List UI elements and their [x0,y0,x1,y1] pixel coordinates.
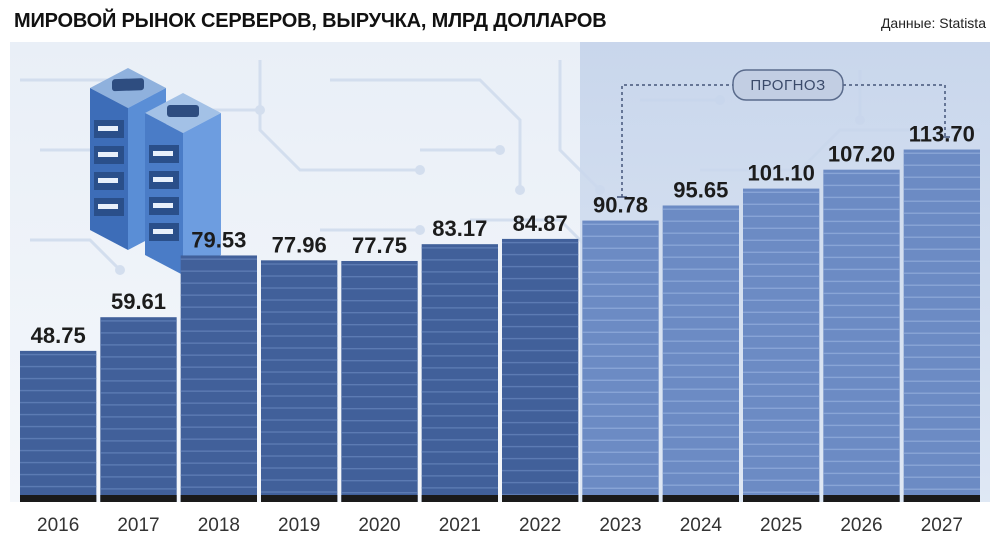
value-label-2021: 83.17 [432,216,487,241]
category-label-2022: 2022 [519,515,561,536]
value-label-2025: 101.10 [748,161,815,186]
forecast-bracket-ticks [617,136,950,198]
value-label-2022: 84.87 [513,211,568,236]
bar-2016 [20,350,97,502]
category-label-2024: 2024 [680,515,723,536]
bar-2026 [823,169,900,502]
category-label-2017: 2017 [117,515,159,536]
value-labels-group: 48.75 59.61 79.53 77.96 77.75 83.17 84.87 90.78… [31,122,975,348]
chart-title: МИРОВОЙ РЫНОК СЕРВЕРОВ, ВЫРУЧКА, МЛРД ДО… [14,10,607,32]
value-label-2023: 90.78 [593,193,648,218]
category-label-2026: 2026 [840,515,882,536]
bar-chart: ПРОГНОЗ 48.75 59.61 79.53 77.96 77.75 83.17 84… [10,42,990,536]
bar-2023 [582,220,659,502]
bar-2024 [662,205,739,503]
bar-2019 [261,260,338,502]
value-label-2017: 59.61 [111,289,166,314]
chart-area: ПРОГНОЗ 48.75 59.61 79.53 77.96 77.75 83.17 84… [0,40,1000,552]
value-label-2020: 77.75 [352,233,407,258]
category-label-2023: 2023 [599,515,641,536]
value-label-2019: 77.96 [272,232,327,257]
server-rack-icon [90,68,221,275]
value-label-2026: 107.20 [828,142,895,167]
category-label-2016: 2016 [37,515,79,536]
bar-2027 [903,149,980,502]
bars-group [20,149,980,503]
source-note: Данные: Statista [880,15,986,31]
category-label-2020: 2020 [358,515,400,536]
bar-2018 [180,255,257,502]
category-label-2018: 2018 [198,515,240,536]
value-label-2027: 113.70 [909,122,975,147]
value-label-2018: 79.53 [191,227,246,252]
category-label-2027: 2027 [921,515,963,536]
forecast-label: ПРОГНОЗ [750,77,825,94]
category-label-2019: 2019 [278,515,320,536]
value-label-2016: 48.75 [31,323,86,348]
bar-2021 [421,244,498,502]
bar-2022 [502,238,579,502]
category-labels-group: 2016 2017 2018 2019 2020 2021 2022 2023 2024 2025… [37,515,963,536]
bar-2020 [341,260,418,502]
bar-2025 [743,188,820,502]
bar-2017 [100,317,177,502]
forecast-bracket [621,84,946,197]
category-label-2021: 2021 [439,515,481,536]
value-label-2024: 95.65 [673,177,728,202]
category-label-2025: 2025 [760,515,802,536]
forecast-label-box [732,69,844,101]
